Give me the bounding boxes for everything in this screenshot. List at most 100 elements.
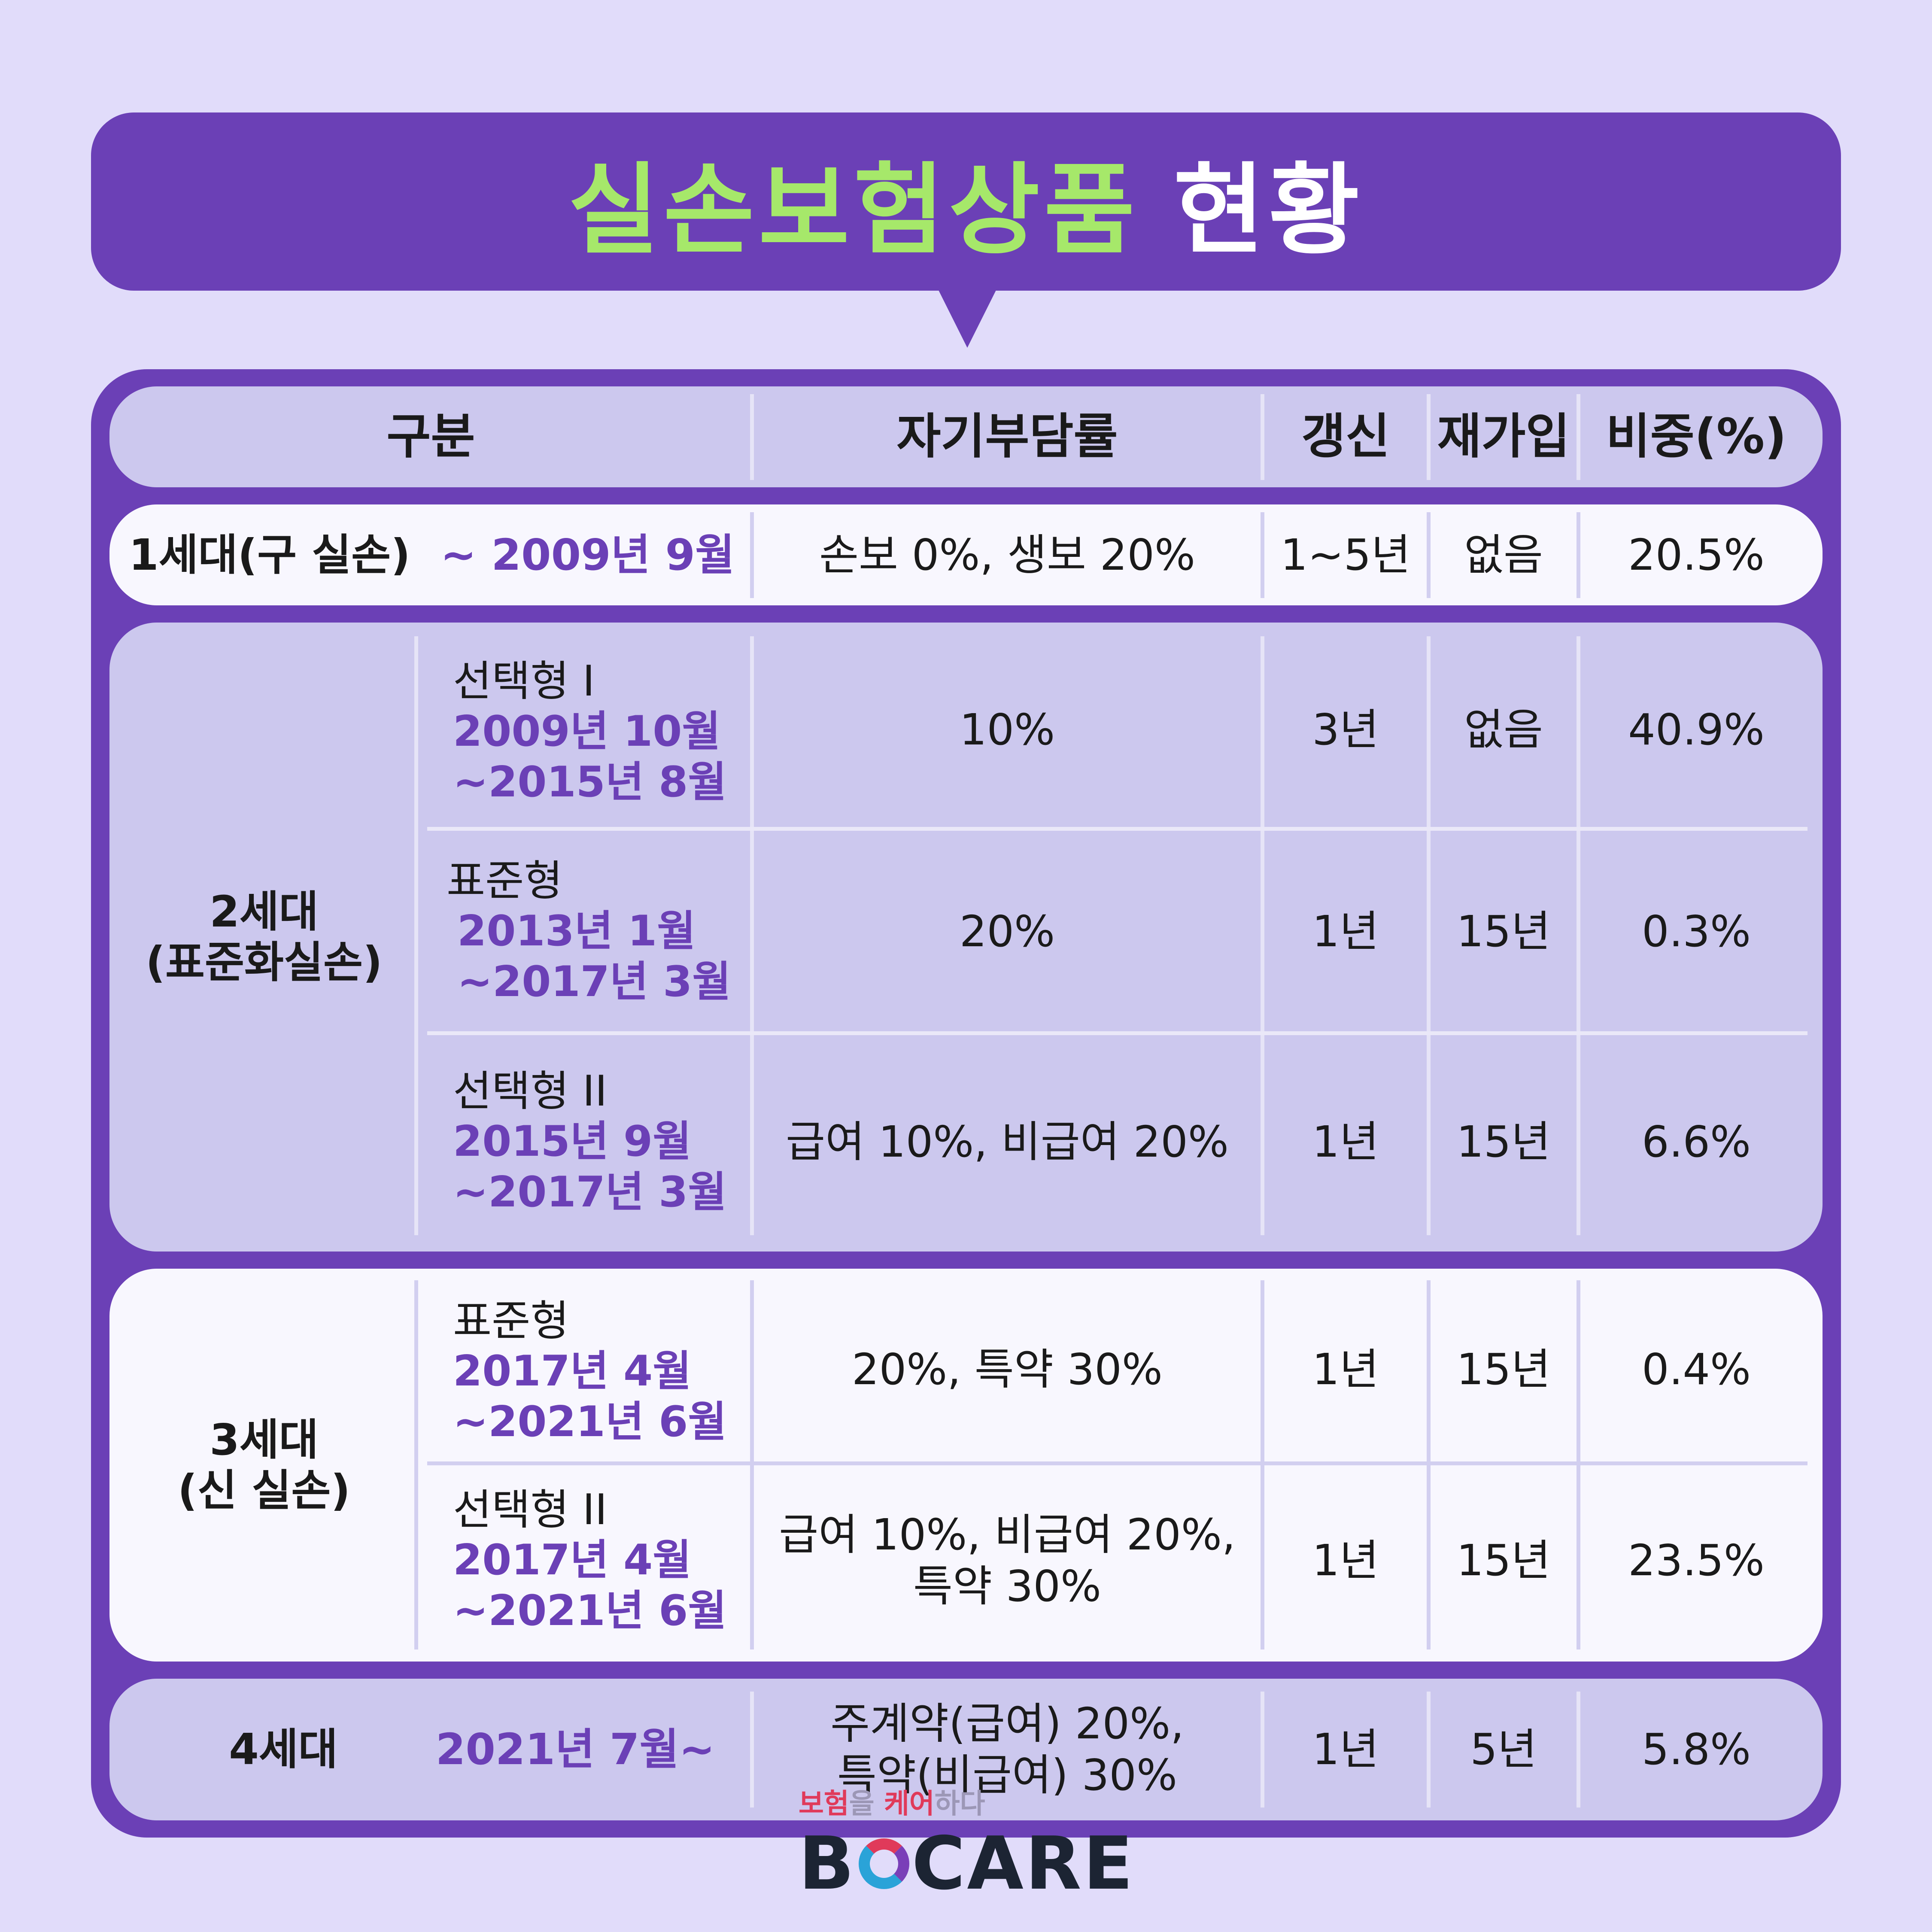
title-part1: 실손보험상품 bbox=[568, 153, 1139, 268]
type-date-start: 2017년 4월 bbox=[453, 1536, 692, 1585]
gen2-row1-copay: 20% bbox=[959, 906, 1055, 957]
gen2-label: 2세대 (표준화실손) bbox=[116, 623, 412, 1252]
gen2-row1-renewal: 1년 bbox=[1312, 906, 1379, 957]
header-renewal: 갱신 bbox=[1301, 409, 1390, 465]
divider bbox=[750, 512, 754, 598]
gen1-block bbox=[109, 504, 1823, 605]
gen2-row2-share: 6.6% bbox=[1641, 1117, 1751, 1167]
type-date-start: 2015년 9월 bbox=[453, 1117, 692, 1166]
gen2-label-line1: 2세대 bbox=[210, 886, 319, 937]
gen3-label-line1: 3세대 bbox=[210, 1414, 319, 1465]
gen2-row2-renewal: 1년 bbox=[1312, 1117, 1379, 1167]
gen2-row2-copay: 급여 10%, 비급여 20% bbox=[786, 1117, 1229, 1167]
gen2-row1-share: 0.3% bbox=[1641, 906, 1751, 957]
type-date-end: ~2021년 6월 bbox=[453, 1586, 727, 1635]
copay-line1: 급여 10%, 비급여 20%, bbox=[779, 1510, 1236, 1560]
type-date-start: 2017년 4월 bbox=[453, 1347, 692, 1396]
gen3-row0-type: 표준형 2017년 4월 ~2021년 6월 bbox=[453, 1284, 727, 1460]
table-header bbox=[109, 386, 1823, 487]
divider bbox=[1577, 1692, 1580, 1807]
gen3-row0-copay: 20%, 특약 30% bbox=[852, 1344, 1163, 1394]
gen2-block bbox=[109, 623, 1823, 1252]
gen1-label: 1세대(구 실손) bbox=[129, 529, 410, 580]
gen2-row2-rejoin: 15년 bbox=[1456, 1117, 1551, 1167]
type-date-start: 2009년 10월 bbox=[453, 707, 721, 756]
tagline-part: 을 bbox=[849, 1788, 884, 1820]
gen1-period: ~ 2009년 9월 bbox=[440, 529, 735, 580]
header-copay: 자기부담률 bbox=[896, 409, 1118, 465]
ring-icon bbox=[858, 1838, 909, 1889]
divider bbox=[414, 636, 418, 1235]
bocare-logo: 보험을 케어하다 B CARE bbox=[799, 1782, 1133, 1906]
divider bbox=[1577, 512, 1580, 598]
type-name: 표준형 bbox=[453, 1296, 569, 1346]
gen2-row0-rejoin: 없음 bbox=[1464, 705, 1543, 755]
type-name: 표준형 bbox=[447, 856, 563, 905]
header-category: 구분 bbox=[386, 409, 475, 465]
divider bbox=[1427, 394, 1431, 480]
tagline-part: 하다 bbox=[934, 1788, 985, 1820]
gen4-renewal: 1년 bbox=[1312, 1724, 1379, 1774]
logo-wordmark: B CARE bbox=[799, 1821, 1135, 1906]
divider bbox=[750, 1692, 754, 1807]
divider bbox=[1427, 1692, 1431, 1807]
type-date-start: 2013년 1월 bbox=[457, 907, 696, 956]
divider bbox=[750, 636, 754, 1235]
gen3-row0-share: 0.4% bbox=[1641, 1344, 1751, 1394]
gen3-row1-share: 23.5% bbox=[1628, 1535, 1765, 1586]
row-divider bbox=[427, 1461, 1807, 1465]
divider bbox=[1427, 636, 1431, 1235]
gen3-row1-rejoin: 15년 bbox=[1456, 1535, 1551, 1586]
gen2-label-line2: (표준화실손) bbox=[146, 937, 383, 987]
gen2-row0-copay: 10% bbox=[959, 705, 1055, 755]
gen4-share: 5.8% bbox=[1641, 1724, 1751, 1774]
gen4-label: 4세대 bbox=[229, 1724, 338, 1774]
gen3-row1-copay: 급여 10%, 비급여 20%, 특약 30% bbox=[754, 1466, 1261, 1655]
divider bbox=[1261, 1692, 1264, 1807]
divider bbox=[1427, 512, 1431, 598]
gen1-rejoin: 없음 bbox=[1464, 529, 1543, 580]
gen2-row1-rejoin: 15년 bbox=[1456, 906, 1551, 957]
gen2-row1-type: 표준형 2013년 1월 ~2017년 3월 bbox=[447, 837, 731, 1026]
type-date-end: ~2015년 8월 bbox=[453, 757, 727, 807]
copay-line2: 특약(비급여) 30% bbox=[837, 1750, 1178, 1800]
divider bbox=[750, 394, 754, 480]
type-date-end: ~2017년 3월 bbox=[453, 1167, 727, 1217]
gen4-block bbox=[109, 1679, 1823, 1820]
gen3-row1-type: 선택형 II 2017년 4월 ~2021년 6월 bbox=[453, 1468, 727, 1653]
divider bbox=[1577, 394, 1580, 480]
row-divider bbox=[427, 1031, 1807, 1035]
gen1-category: 1세대(구 실손) ~ 2009년 9월 bbox=[129, 504, 747, 605]
title-part2: 현황 bbox=[1173, 153, 1364, 268]
type-date-end: ~2017년 3월 bbox=[457, 957, 731, 1006]
wordmark-part: B bbox=[799, 1821, 856, 1906]
type-name: 선택형 II bbox=[453, 1485, 608, 1534]
gen2-row0-share: 40.9% bbox=[1628, 705, 1765, 755]
gen3-label-line2: (신 실손) bbox=[177, 1465, 351, 1516]
type-name: 선택형 I bbox=[453, 656, 595, 706]
gen4-period: 2021년 7월~ bbox=[435, 1724, 715, 1774]
divider bbox=[1261, 394, 1264, 480]
speech-tail bbox=[937, 288, 997, 348]
divider bbox=[1577, 636, 1580, 1235]
gen4-rejoin: 5년 bbox=[1470, 1724, 1537, 1774]
tagline-part: 보험 bbox=[799, 1788, 849, 1820]
title-banner: 실손보험상품 현황 bbox=[91, 112, 1841, 291]
gen3-row1-renewal: 1년 bbox=[1312, 1535, 1379, 1586]
divider bbox=[1261, 512, 1264, 598]
gen2-row0-renewal: 3년 bbox=[1312, 705, 1379, 755]
gen2-row0-type: 선택형 I 2009년 10월 ~2015년 8월 bbox=[453, 640, 727, 824]
header-rejoin: 재가입 bbox=[1437, 409, 1570, 465]
gen4-copay: 주계약(급여) 20%, 특약(비급여) 30% bbox=[754, 1679, 1261, 1820]
gen3-label: 3세대 (신 실손) bbox=[116, 1269, 412, 1662]
copay-line1: 주계약(급여) 20%, bbox=[830, 1698, 1184, 1749]
gen3-row0-renewal: 1년 bbox=[1312, 1344, 1379, 1394]
copay-line2: 특약 30% bbox=[913, 1561, 1102, 1611]
header-share: 비중(%) bbox=[1606, 409, 1787, 465]
type-name: 선택형 II bbox=[453, 1066, 608, 1116]
gen3-row0-rejoin: 15년 bbox=[1456, 1344, 1551, 1394]
gen1-renewal: 1~5년 bbox=[1280, 529, 1411, 580]
gen1-copay: 손보 0%, 생보 20% bbox=[819, 529, 1196, 580]
type-date-end: ~2021년 6월 bbox=[453, 1397, 727, 1446]
divider bbox=[414, 1280, 418, 1649]
